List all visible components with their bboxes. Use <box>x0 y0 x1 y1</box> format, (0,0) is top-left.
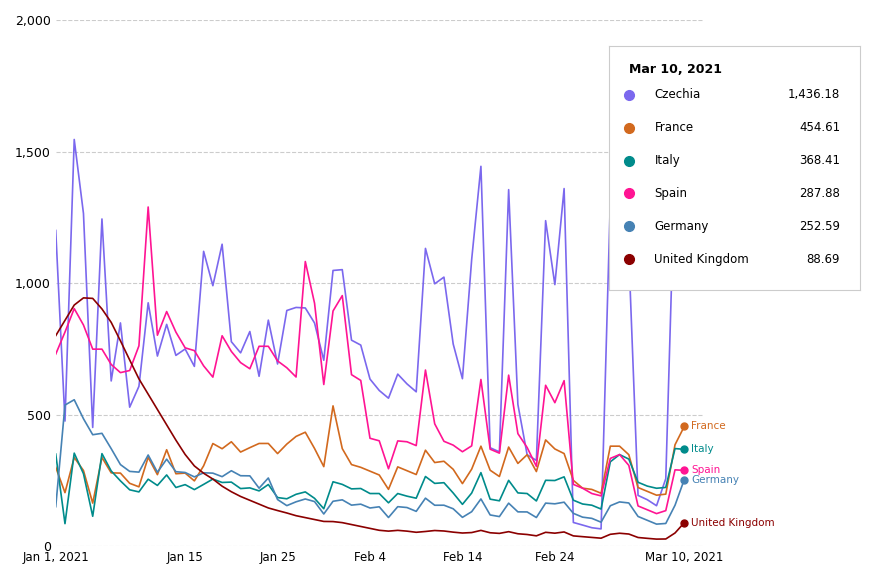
Text: 252.59: 252.59 <box>799 220 840 233</box>
Text: Germany: Germany <box>654 220 709 233</box>
Text: 368.41: 368.41 <box>799 154 840 167</box>
Text: 88.69: 88.69 <box>806 252 840 266</box>
Text: 287.88: 287.88 <box>799 187 840 200</box>
Text: Spain: Spain <box>654 187 687 200</box>
Text: United Kingdom: United Kingdom <box>654 252 749 266</box>
Text: France: France <box>691 422 726 431</box>
Text: France: France <box>654 121 694 134</box>
Text: 454.61: 454.61 <box>799 121 840 134</box>
Text: Czechia: Czechia <box>654 89 701 101</box>
Text: Italy: Italy <box>654 154 680 167</box>
Text: Spain: Spain <box>691 466 720 475</box>
Text: Mar 10, 2021: Mar 10, 2021 <box>629 63 722 76</box>
Text: 1,436.18: 1,436.18 <box>788 89 840 101</box>
Text: Italy: Italy <box>691 444 714 455</box>
Text: Germany: Germany <box>691 475 739 485</box>
Text: United Kingdom: United Kingdom <box>691 518 775 527</box>
Text: Czechia: Czechia <box>691 163 732 173</box>
